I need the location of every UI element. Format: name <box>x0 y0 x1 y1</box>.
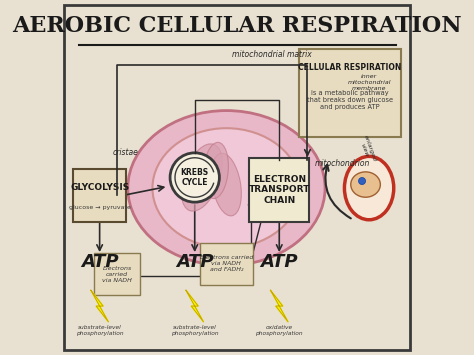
Ellipse shape <box>211 153 241 216</box>
Text: inner
mitochondrial
membrane: inner mitochondrial membrane <box>347 74 391 91</box>
Ellipse shape <box>182 144 222 211</box>
Text: ATP: ATP <box>176 253 214 271</box>
Polygon shape <box>186 290 203 322</box>
Text: ATP: ATP <box>260 253 298 271</box>
Text: KREBS
CYCLE: KREBS CYCLE <box>181 168 209 187</box>
Text: is a metabolic pathway
that breaks down glucose
and produces ATP: is a metabolic pathway that breaks down … <box>307 90 393 110</box>
Ellipse shape <box>128 110 325 266</box>
FancyBboxPatch shape <box>200 243 253 285</box>
Text: GLYCOLYSIS: GLYCOLYSIS <box>70 183 129 192</box>
Polygon shape <box>271 290 288 322</box>
Text: AEROBIC CELLULAR RESPIRATION: AEROBIC CELLULAR RESPIRATION <box>12 15 462 37</box>
FancyBboxPatch shape <box>73 169 126 222</box>
Text: oxidative
phosphorylation: oxidative phosphorylation <box>255 325 303 336</box>
Circle shape <box>358 178 365 185</box>
FancyBboxPatch shape <box>94 253 140 295</box>
Ellipse shape <box>345 156 394 220</box>
Text: Electrons carried
via NADH
and FADH₂: Electrons carried via NADH and FADH₂ <box>200 256 253 272</box>
Text: ELECTRON
TRANSPORT
CHAIN: ELECTRON TRANSPORT CHAIN <box>248 175 310 205</box>
FancyBboxPatch shape <box>64 5 410 350</box>
FancyBboxPatch shape <box>299 49 401 137</box>
Text: substrate-level
phosphorylation: substrate-level phosphorylation <box>171 325 219 336</box>
Text: glucose → pyruvate: glucose → pyruvate <box>69 205 130 210</box>
Ellipse shape <box>351 172 380 197</box>
Text: CELLULAR RESPIRATION: CELLULAR RESPIRATION <box>298 63 401 72</box>
FancyBboxPatch shape <box>249 158 309 222</box>
Text: enlarged
view: enlarged view <box>357 134 377 164</box>
Text: substrate-level
phosphorylation: substrate-level phosphorylation <box>76 325 123 336</box>
Ellipse shape <box>153 128 301 248</box>
Polygon shape <box>91 290 109 322</box>
Text: cristae: cristae <box>113 148 139 157</box>
Text: Electrons
carried
via NADH: Electrons carried via NADH <box>102 266 132 283</box>
Text: mitochondrial matrix: mitochondrial matrix <box>232 50 312 59</box>
Circle shape <box>170 153 219 202</box>
Text: ATP: ATP <box>81 253 118 271</box>
Text: mitochondrion: mitochondrion <box>315 159 370 168</box>
Ellipse shape <box>203 142 228 198</box>
